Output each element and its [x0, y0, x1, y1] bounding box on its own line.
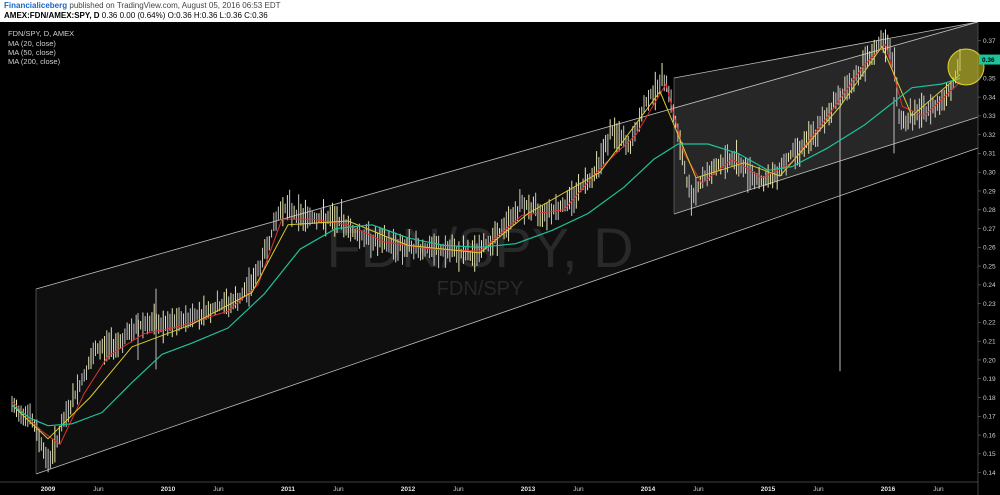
x-tick-month-label: Jun	[93, 486, 104, 493]
chart-title: FDN/SPY, D, AMEX	[8, 29, 74, 38]
y-tick-label: 0.30	[983, 170, 996, 177]
price-series	[11, 29, 961, 473]
x-tick-month-label: Jun	[453, 486, 464, 493]
x-tick-month-label: Jun	[213, 486, 224, 493]
y-tick-label: 0.28	[983, 207, 996, 214]
symbol-line: AMEX:FDN/AMEX:SPY, D	[4, 11, 100, 20]
y-tick-label: 0.31	[983, 151, 996, 158]
ohlc-values: O:0.36 H:0.36 L:0.36 C:0.36	[167, 11, 268, 20]
ma50-line[interactable]	[11, 45, 961, 440]
y-tick-label: 0.14	[983, 470, 996, 477]
y-tick-label: 0.19	[983, 376, 996, 383]
x-tick-month-label: Jun	[813, 486, 824, 493]
y-tick-label: 0.32	[983, 132, 996, 139]
x-tick-year-label: 2011	[281, 486, 295, 493]
publisher-link[interactable]: Financialiceberg	[4, 1, 68, 10]
y-tick-label: 0.33	[983, 113, 996, 120]
y-tick-label: 0.18	[983, 395, 996, 402]
wide-channel-upper[interactable]	[35, 22, 979, 290]
x-tick-year-label: 2010	[161, 486, 176, 493]
y-tick-label: 0.26	[983, 245, 996, 252]
published-text: published on TradingView.com, August 05,…	[69, 1, 281, 10]
price-chart[interactable]: FDN/SPY, D FDN/SPY 0.370.360.350.340.330…	[0, 22, 1000, 495]
wide-channel-fill	[36, 22, 978, 474]
wide-channel-lower[interactable]	[35, 147, 979, 475]
y-tick-label: 0.16	[983, 432, 996, 439]
y-tick-label: 0.21	[983, 338, 996, 345]
y-tick-label: 0.15	[983, 451, 996, 458]
y-tick-label: 0.37	[983, 38, 996, 45]
x-tick-year-label: 2009	[41, 486, 56, 493]
y-tick-label: 0.20	[983, 357, 996, 364]
x-tick-month-label: Jun	[333, 486, 344, 493]
moving-averages	[11, 44, 961, 445]
x-tick-year-label: 2013	[521, 486, 536, 493]
y-tick-label: 0.34	[983, 94, 996, 101]
ma20-line[interactable]	[11, 44, 961, 445]
highlight-circle	[947, 48, 985, 86]
y-tick-label: 0.22	[983, 320, 996, 327]
last-value-badge	[979, 54, 1000, 65]
price-change: 0.36 0.00 (0.64%)	[101, 11, 166, 20]
recent-channel-upper[interactable]	[673, 22, 979, 79]
legend-ma200[interactable]: MA (200, close)	[8, 57, 61, 66]
x-tick-year-label: 2014	[641, 486, 656, 493]
y-tick-label: 0.27	[983, 226, 996, 233]
publish-info: Financialiceberg published on TradingVie…	[4, 1, 280, 10]
y-tick-label: 0.29	[983, 188, 996, 195]
x-tick-month-label: Jun	[573, 486, 584, 493]
y-tick-label: 0.35	[983, 76, 996, 83]
chart-legend: FDN/SPY, D, AMEX MA (20, close) MA (50, …	[8, 29, 74, 66]
ma200-line[interactable]	[11, 77, 961, 427]
chart-header: Financialiceberg published on TradingVie…	[0, 0, 1000, 22]
x-tick-month-label: Jun	[693, 486, 704, 493]
time-axis[interactable]: 2009 Jun 2010 Jun 2011 Jun 2012 Jun 2013 Jun 2014 J…	[41, 486, 944, 493]
watermark-subtext: FDN/SPY	[437, 278, 524, 300]
x-tick-year-label: 2015	[761, 486, 776, 493]
y-tick-label: 0.23	[983, 301, 996, 308]
y-tick-label: 0.25	[983, 263, 996, 270]
y-tick-label: 0.24	[983, 282, 996, 289]
x-tick-year-label: 2016	[881, 486, 896, 493]
y-tick-label: 0.17	[983, 414, 996, 421]
legend-ma50[interactable]: MA (50, close)	[8, 48, 56, 57]
last-value-label: 0.36	[982, 57, 995, 64]
x-tick-month-label: Jun	[933, 486, 944, 493]
price-axis[interactable]: 0.37 0.36 0.35 0.34 0.33 0.32 0.31 0.30 0.29 0.28…	[978, 38, 996, 477]
legend-ma20[interactable]: MA (20, close)	[8, 39, 56, 48]
symbol-info: AMEX:FDN/AMEX:SPY, D 0.36 0.00 (0.64%) O…	[4, 11, 268, 20]
chart-area[interactable]: FDN/SPY, D FDN/SPY 0.370.360.350.340.330…	[0, 22, 1000, 495]
recent-channel-lower[interactable]	[673, 116, 979, 215]
x-tick-year-label: 2012	[401, 486, 416, 493]
